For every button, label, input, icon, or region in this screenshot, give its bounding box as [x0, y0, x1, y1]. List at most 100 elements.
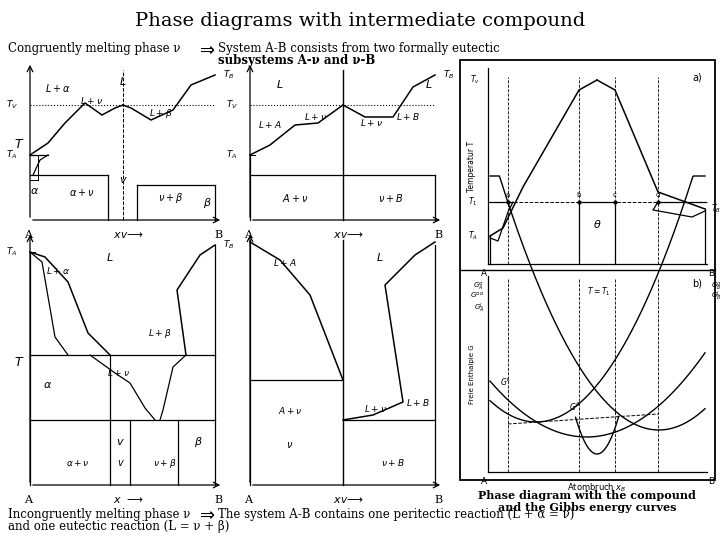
Text: x: x	[333, 230, 341, 240]
Text: B: B	[214, 495, 222, 505]
Text: b: b	[577, 192, 581, 198]
Text: $\Rightarrow$: $\Rightarrow$	[196, 40, 216, 58]
Text: $\alpha+\nu$: $\alpha+\nu$	[69, 186, 95, 198]
Text: x: x	[333, 495, 341, 505]
Text: $G^{\alpha\alpha}$: $G^{\alpha\alpha}$	[469, 290, 484, 300]
Text: $L+B$: $L+B$	[406, 396, 430, 408]
Text: $L+\alpha$: $L+\alpha$	[46, 265, 70, 275]
Text: $\alpha$: $\alpha$	[43, 380, 53, 390]
Bar	[460, 60, 715, 480]
Text: Atombruch $x_B$: Atombruch $x_B$	[567, 482, 627, 495]
Text: L: L	[120, 77, 126, 87]
Text: $A+\nu$: $A+\nu$	[278, 404, 302, 415]
Text: v: v	[120, 230, 126, 240]
Text: $\theta$: $\theta$	[593, 218, 601, 230]
Text: $G_A^\alpha$: $G_A^\alpha$	[473, 281, 484, 293]
Text: $T_A$: $T_A$	[6, 246, 18, 258]
Text: $L+\beta$: $L+\beta$	[148, 327, 172, 340]
Text: a: a	[506, 192, 510, 198]
Text: L: L	[426, 80, 432, 90]
Text: v: v	[120, 175, 126, 185]
Text: $\nu+B$: $\nu+B$	[381, 457, 405, 469]
Text: L: L	[277, 80, 283, 90]
Text: x: x	[114, 495, 120, 505]
Text: $T_v$: $T_v$	[470, 74, 480, 86]
Text: $L+B$: $L+B$	[396, 111, 420, 123]
Text: $\alpha$: $\alpha$	[30, 186, 40, 196]
Text: b): b)	[692, 279, 702, 289]
Text: L: L	[377, 253, 383, 263]
Text: $T_B$: $T_B$	[443, 69, 454, 81]
Text: and the Gibbs energy curves: and the Gibbs energy curves	[498, 502, 676, 513]
Text: $A+\nu$: $A+\nu$	[282, 192, 308, 204]
Text: $L+\nu$: $L+\nu$	[304, 111, 326, 123]
Text: a): a)	[692, 73, 702, 83]
Text: Temperatur T: Temperatur T	[467, 140, 477, 192]
Text: $G_B^\alpha$: $G_B^\alpha$	[711, 281, 720, 293]
Text: Phase diagram with the compound: Phase diagram with the compound	[478, 490, 696, 501]
Text: $L+\nu$: $L+\nu$	[107, 368, 130, 379]
Text: Phase diagrams with intermediate compound: Phase diagrams with intermediate compoun…	[135, 12, 585, 30]
Text: c: c	[613, 192, 617, 198]
Text: $T_V$: $T_V$	[6, 99, 18, 111]
Text: B: B	[214, 230, 222, 240]
Text: $T_V$: $T_V$	[226, 99, 238, 111]
Text: $\longrightarrow$: $\longrightarrow$	[344, 229, 364, 239]
Text: $\beta$: $\beta$	[194, 435, 202, 449]
Text: B: B	[708, 269, 714, 278]
Text: $G^L$: $G^L$	[500, 376, 512, 388]
Text: A: A	[24, 230, 32, 240]
Text: The system A-B contains one peritectic reaction (L + α = ν): The system A-B contains one peritectic r…	[218, 508, 575, 521]
Text: $\nu+\beta$: $\nu+\beta$	[153, 456, 177, 469]
Text: $\nu+B$: $\nu+B$	[378, 192, 404, 204]
Text: B: B	[708, 477, 714, 486]
Text: A: A	[481, 477, 487, 486]
Text: $L+\beta$: $L+\beta$	[149, 106, 173, 119]
Text: $L+A$: $L+A$	[273, 256, 297, 267]
Text: $G^\beta$: $G^\beta$	[569, 401, 581, 413]
Text: L: L	[107, 253, 113, 263]
Text: v: v	[117, 458, 123, 468]
Text: x: x	[114, 230, 120, 240]
Text: v: v	[340, 495, 346, 505]
Text: $L+A$: $L+A$	[258, 119, 282, 131]
Text: T: T	[14, 356, 22, 369]
Text: Freie Enthalpie G: Freie Enthalpie G	[469, 344, 475, 404]
Text: $\longrightarrow$: $\longrightarrow$	[125, 229, 144, 239]
Text: $\nu+\beta$: $\nu+\beta$	[158, 191, 184, 205]
Text: $\beta$: $\beta$	[202, 196, 212, 210]
Text: $\longrightarrow$: $\longrightarrow$	[344, 494, 364, 504]
Text: $L+\alpha$: $L+\alpha$	[45, 82, 71, 94]
Text: A: A	[244, 230, 252, 240]
Text: $T_A$: $T_A$	[468, 230, 478, 242]
Text: $T_B$: $T_B$	[223, 69, 235, 81]
Text: Incongruently melting phase ν: Incongruently melting phase ν	[8, 508, 190, 521]
Text: $\Rightarrow$: $\Rightarrow$	[196, 505, 216, 523]
Text: $T_A$: $T_A$	[6, 148, 18, 161]
Text: $T_B$: $T_B$	[711, 202, 720, 215]
Text: $\nu$: $\nu$	[287, 440, 294, 450]
Text: v: v	[117, 437, 123, 447]
Text: $T_B$: $T_B$	[223, 239, 235, 251]
Text: System A-B consists from two formally eutectic: System A-B consists from two formally eu…	[218, 42, 500, 55]
Text: $L+\nu$: $L+\nu$	[359, 118, 382, 129]
Text: $\alpha+\nu$: $\alpha+\nu$	[66, 458, 90, 468]
Text: $G_A^L$: $G_A^L$	[474, 302, 484, 315]
Text: $T_1$: $T_1$	[469, 195, 478, 208]
Text: B: B	[434, 230, 442, 240]
Text: d: d	[656, 192, 660, 198]
Text: subsystems A-ν and ν-B: subsystems A-ν and ν-B	[218, 54, 375, 67]
Text: A: A	[481, 269, 487, 278]
Text: $L+\nu$: $L+\nu$	[364, 402, 387, 414]
Text: B: B	[434, 495, 442, 505]
Text: $L+\nu$: $L+\nu$	[80, 94, 102, 105]
Text: A: A	[244, 495, 252, 505]
Text: $T=T_1$: $T=T_1$	[588, 286, 611, 299]
Text: Congruently melting phase ν: Congruently melting phase ν	[8, 42, 181, 55]
Text: $T_A$: $T_A$	[226, 148, 238, 161]
Text: $\longrightarrow$: $\longrightarrow$	[125, 494, 144, 504]
Text: $G_B^L$: $G_B^L$	[711, 290, 720, 303]
Text: A: A	[24, 495, 32, 505]
Text: v: v	[340, 230, 346, 240]
Text: T: T	[14, 138, 22, 152]
